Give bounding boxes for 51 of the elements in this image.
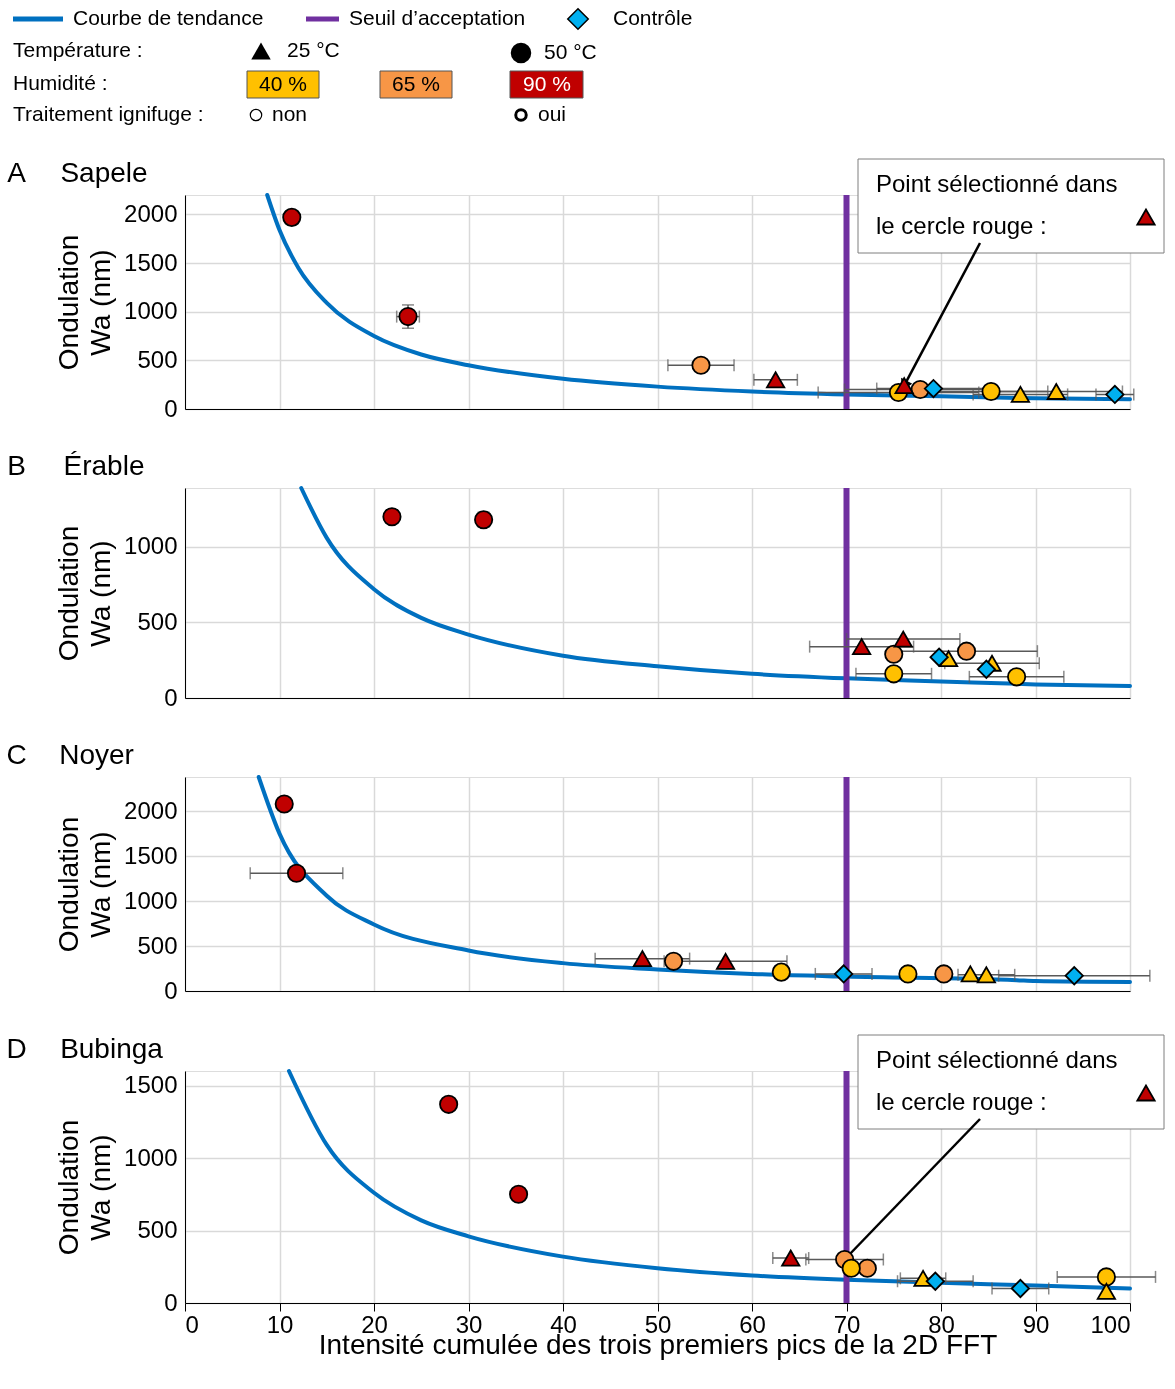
x-tick-label: 50: [644, 1310, 672, 1338]
y-tick-label: 1000: [124, 532, 178, 560]
x-tick-label: 10: [266, 1310, 294, 1338]
text: Traitement ignifuge :: [13, 102, 204, 125]
chart-title: C: [6, 739, 27, 770]
y-tick-label: 2000: [124, 796, 178, 824]
chart-title: A: [7, 157, 27, 188]
y-axis-title: Ondulation Wa (nm): [53, 525, 117, 662]
chart-subtitle: Érable: [63, 450, 145, 481]
x-tick-label: 0: [185, 1310, 199, 1338]
text: 40 %: [259, 72, 307, 95]
x-tick-label: 60: [739, 1310, 766, 1338]
chart-subtitle: Bubinga: [60, 1033, 164, 1064]
text: 50 °C: [544, 40, 597, 63]
x-tick-label: 90: [1022, 1310, 1050, 1338]
x-tick-label: 100: [1090, 1310, 1131, 1338]
y-tick-label: 1000: [124, 1143, 178, 1171]
y-tick-label: 1500: [124, 248, 178, 276]
text: 25 °C: [287, 38, 340, 61]
y-tick-label: 0: [164, 683, 178, 711]
text: oui: [538, 102, 567, 125]
text: 90 %: [523, 72, 571, 95]
text: Température :: [13, 38, 143, 61]
y-tick-label: 0: [164, 1288, 178, 1316]
y-axis-title: Ondulation Wa (nm): [53, 1119, 117, 1256]
y-axis-title: Ondulation Wa (nm): [53, 816, 117, 953]
y-tick-label: 0: [164, 976, 178, 1004]
y-tick-label: 500: [137, 1216, 178, 1243]
y-tick-label: 500: [137, 931, 178, 959]
y-tick-label: 1000: [124, 297, 178, 325]
y-tick-label: 1000: [124, 886, 178, 914]
y-tick-label: 0: [164, 394, 178, 422]
text: 65 %: [392, 72, 440, 95]
annotation: Point sélectionné dans le cercle rouge :: [876, 170, 1118, 239]
y-tick-label: 500: [137, 607, 178, 635]
annotation: Point sélectionné dans le cercle rouge :: [876, 1046, 1118, 1115]
chart-title: B: [7, 450, 26, 481]
text: Contrôle: [613, 6, 693, 29]
y-axis-title: Ondulation Wa (nm): [53, 234, 117, 371]
chart-title: D: [6, 1033, 27, 1064]
text: Seuil d’acceptation: [349, 6, 526, 29]
chart-subtitle: Noyer: [59, 739, 134, 770]
x-tick-label: 30: [455, 1310, 483, 1338]
y-tick-label: 1500: [124, 841, 178, 869]
text: Courbe de tendance: [73, 6, 264, 29]
y-tick-label: 500: [137, 345, 178, 373]
text: non: [272, 102, 308, 125]
y-tick-label: 1500: [124, 1071, 178, 1098]
chart-subtitle: Sapele: [60, 157, 148, 188]
y-tick-label: 2000: [124, 199, 178, 227]
text: Humidité :: [13, 71, 108, 94]
